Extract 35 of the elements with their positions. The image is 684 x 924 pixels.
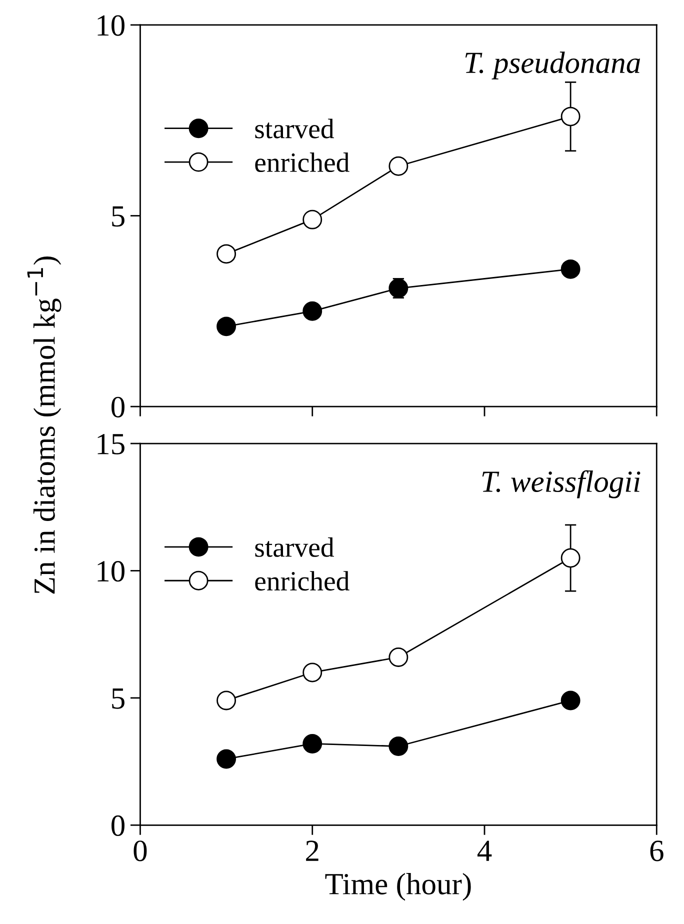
point (560, 548, 580, 568)
point (388, 278, 408, 298)
y-tick-label: 15 (98, 434, 124, 454)
y-tick-label: 0 (112, 815, 124, 836)
point (560, 259, 580, 279)
x-axis-title: Time (hour) (325, 872, 471, 901)
x-tick-label: 2 (306, 840, 318, 861)
point (302, 210, 322, 230)
point (216, 690, 236, 710)
point (560, 690, 580, 710)
y-axis-title: Zn in diatoms (mmol kg$^{−1}$) (27, 256, 62, 594)
legend-label: enriched (255, 152, 350, 172)
x-tick-label: 0 (134, 840, 147, 862)
point (302, 662, 322, 682)
point (302, 301, 322, 321)
point (388, 648, 408, 667)
point (216, 749, 236, 769)
x-tick-label: 4 (477, 840, 492, 861)
x-tick-label: 6 (650, 840, 664, 862)
point (216, 316, 236, 336)
legend-label: starved (255, 537, 334, 557)
legend-label: enriched (255, 571, 350, 591)
point (388, 736, 408, 756)
point (302, 734, 322, 754)
point (560, 106, 580, 126)
y-tick-label: 5 (112, 688, 124, 709)
legend-label: starved (255, 118, 334, 138)
annotation: T. weissflogii (482, 470, 640, 498)
y-tick-label: 0 (112, 396, 124, 418)
y-tick-label: 10 (98, 561, 124, 582)
y-tick-label: 10 (98, 15, 124, 36)
y-tick-label: 5 (112, 206, 124, 227)
annotation: T. pseudonana (465, 52, 640, 80)
point (216, 244, 236, 264)
point (388, 156, 408, 176)
